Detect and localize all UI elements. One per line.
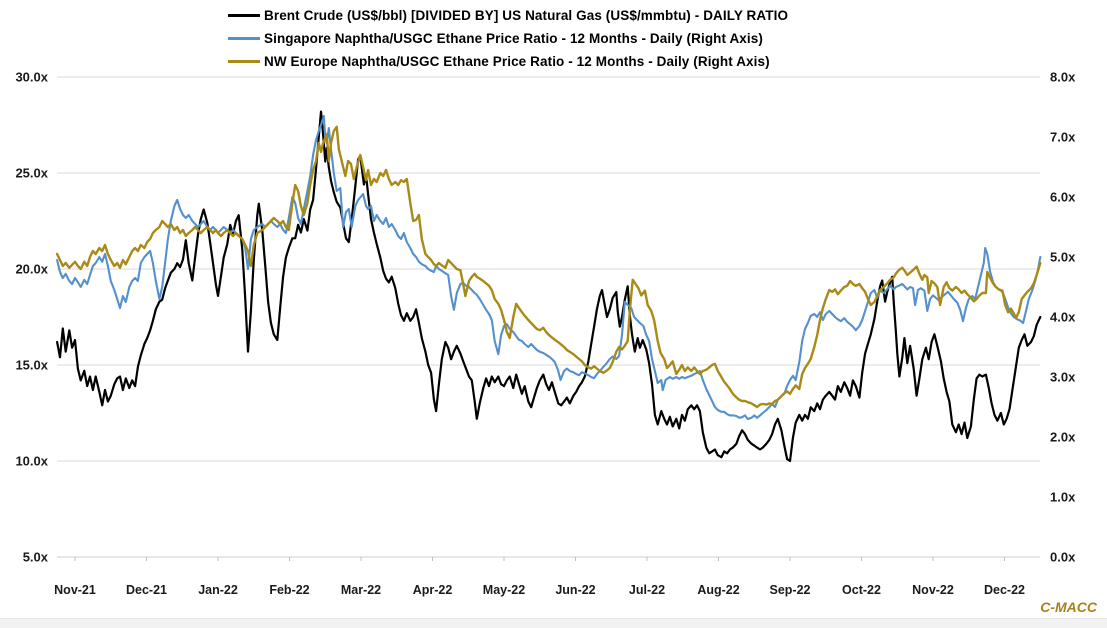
x-axis-month-label: Nov-22 [912, 583, 954, 597]
x-axis-month-label: Jan-22 [198, 583, 238, 597]
gridlines [57, 76, 1040, 558]
x-axis-month-label: Aug-22 [697, 583, 739, 597]
legend-line-swatch [228, 37, 260, 40]
x-axis-ticks [74, 557, 1005, 561]
x-axis-month-label: Nov-21 [54, 583, 96, 597]
legend-label: NW Europe Naphtha/USGC Ethane Price Rati… [264, 54, 770, 69]
x-axis-month-label: Oct-22 [842, 583, 881, 597]
series-line-2 [55, 125, 1042, 409]
right-axis-tick-label: 0.0x [1050, 550, 1076, 565]
right-axis-tick-label: 7.0x [1050, 130, 1076, 145]
right-axis-tick-label: 1.0x [1050, 490, 1076, 505]
chart-legend: Brent Crude (US$/bbl) [DIVIDED BY] US Na… [228, 4, 788, 73]
legend-line-swatch [228, 14, 260, 17]
legend-label: Brent Crude (US$/bbl) [DIVIDED BY] US Na… [264, 8, 789, 23]
x-axis-labels: Nov-21 Dec-21 Jan-22 Feb-22 Mar-22 Apr-22 May-… [54, 583, 1025, 597]
x-axis-month-label: Dec-22 [984, 583, 1025, 597]
x-axis-month-label: Jun-22 [555, 583, 595, 597]
right-axis-tick-label: 4.0x [1050, 310, 1076, 325]
legend-item-0: Brent Crude (US$/bbl) [DIVIDED BY] US Na… [228, 4, 788, 27]
left-axis-tick-label: 15.0x [15, 358, 48, 373]
left-axis-tick-label: 5.0x [23, 550, 49, 565]
footer-bar [0, 618, 1107, 628]
series-line-0 [55, 110, 1042, 463]
left-axis-tick-label: 30.0x [15, 70, 48, 85]
legend-line-swatch [228, 60, 260, 63]
series-line-1 [56, 114, 1042, 421]
right-axis-tick-label: 2.0x [1050, 430, 1076, 445]
legend-item-2: NW Europe Naphtha/USGC Ethane Price Rati… [228, 50, 788, 73]
x-axis-month-label: May-22 [483, 583, 525, 597]
x-axis-month-label: Apr-22 [413, 583, 453, 597]
x-axis-month-label: Mar-22 [341, 583, 381, 597]
left-axis-tick-label: 25.0x [15, 166, 48, 181]
left-axis-labels: 5.0x 10.0x 15.0x 20.0x 25.0x 30.0x [15, 70, 48, 565]
right-axis-labels: 0.0x 1.0x 2.0x 3.0x 4.0x 5.0x 6.0x 7.0x 8.0x [1050, 70, 1076, 565]
right-axis-tick-label: 3.0x [1050, 370, 1076, 385]
legend-item-1: Singapore Naphtha/USGC Ethane Price Rati… [228, 27, 788, 50]
x-axis-month-label: Feb-22 [269, 583, 309, 597]
cmacc-watermark: C-MACC [1040, 599, 1097, 615]
left-axis-tick-label: 10.0x [15, 454, 48, 469]
right-axis-tick-label: 6.0x [1050, 190, 1076, 205]
right-axis-tick-label: 5.0x [1050, 250, 1076, 265]
left-axis-tick-label: 20.0x [15, 262, 48, 277]
legend-label: Singapore Naphtha/USGC Ethane Price Rati… [264, 31, 763, 46]
x-axis-month-label: Jul-22 [629, 583, 665, 597]
x-axis-month-label: Dec-21 [126, 583, 167, 597]
right-axis-tick-label: 8.0x [1050, 70, 1076, 85]
x-axis-month-label: Sep-22 [770, 583, 811, 597]
